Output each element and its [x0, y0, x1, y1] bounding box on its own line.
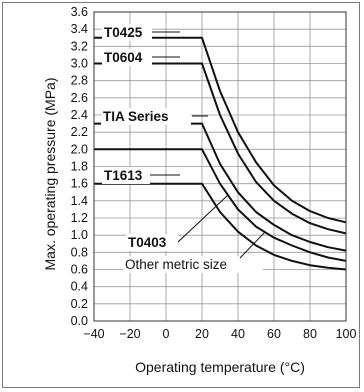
label-t0403: T0403 [128, 235, 167, 250]
label-background [102, 167, 150, 184]
label-t0425: T0425 [104, 25, 143, 40]
x-tick-label: 40 [231, 327, 245, 341]
series-labels: T0425 T0604 TIA Series T1613 T0403 Other… [103, 25, 227, 272]
y-tick-label: 1.8 [71, 160, 88, 174]
x-tick-label: −20 [119, 327, 140, 341]
y-tick-label: 2.0 [71, 142, 88, 156]
x-axis-title: Operating temperature (°C) [135, 359, 305, 375]
chart-frame [2, 2, 360, 388]
series-line [94, 36, 347, 224]
label-other-metric-size: Other metric size [125, 257, 227, 272]
y-tick-label: 2.6 [71, 91, 88, 105]
y-tick-labels: 0.0 0.2 0.4 0.6 0.8 1.0 1.2 1.4 1.6 1.8 2.0 2.2 2.4 2… [71, 5, 88, 328]
y-tick-label: 0.8 [71, 245, 88, 259]
y-tick-label: 3.2 [71, 39, 88, 53]
leader-line [177, 194, 229, 243]
y-tick-label: 0.0 [71, 314, 88, 328]
y-tick-label: 3.4 [71, 22, 88, 36]
y-tick-label: 0.4 [71, 280, 88, 294]
y-tick-label: 1.2 [71, 211, 88, 225]
leader-line [239, 231, 266, 259]
y-axis-title: Max. operating pressure (MPa) [42, 78, 58, 271]
y-tick-label: 2.2 [71, 125, 88, 139]
y-tick-label: 1.0 [71, 228, 88, 242]
y-tick-label: 2.4 [71, 108, 88, 122]
series-line [94, 182, 347, 271]
label-background [102, 49, 152, 66]
label-t0604: T0604 [104, 50, 143, 65]
label-background [102, 24, 152, 41]
label-background [101, 108, 191, 125]
leader-lines [150, 31, 266, 259]
x-tick-label: 80 [303, 327, 317, 341]
label-t1613: T1613 [104, 168, 143, 183]
x-tick-label: 20 [195, 327, 209, 341]
label-tia-series: TIA Series [103, 109, 169, 124]
y-tick-label: 2.8 [71, 74, 88, 88]
x-tick-label: 60 [267, 327, 281, 341]
y-tick-label: 3.0 [71, 57, 88, 71]
series-line [94, 62, 347, 235]
x-tick-label: 0 [163, 327, 170, 341]
x-tick-labels: −40 −20 0 20 40 60 80 100 [83, 327, 356, 341]
y-tick-label: 1.6 [71, 177, 88, 191]
plot-border [93, 11, 347, 322]
x-tick-label: −40 [83, 327, 104, 341]
label-background [123, 256, 263, 273]
y-tick-label: 0.6 [71, 263, 88, 277]
series-line [94, 122, 347, 252]
x-tick-label: 100 [336, 327, 357, 341]
label-backgrounds [101, 24, 263, 273]
y-tick-label: 1.4 [71, 194, 88, 208]
y-tick-label: 3.6 [71, 5, 88, 19]
y-tick-label: 0.2 [71, 297, 88, 311]
label-background [126, 234, 178, 251]
